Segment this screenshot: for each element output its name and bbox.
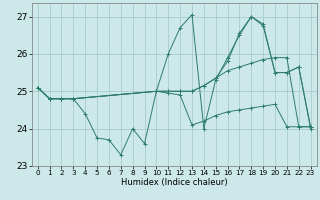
X-axis label: Humidex (Indice chaleur): Humidex (Indice chaleur): [121, 178, 228, 187]
